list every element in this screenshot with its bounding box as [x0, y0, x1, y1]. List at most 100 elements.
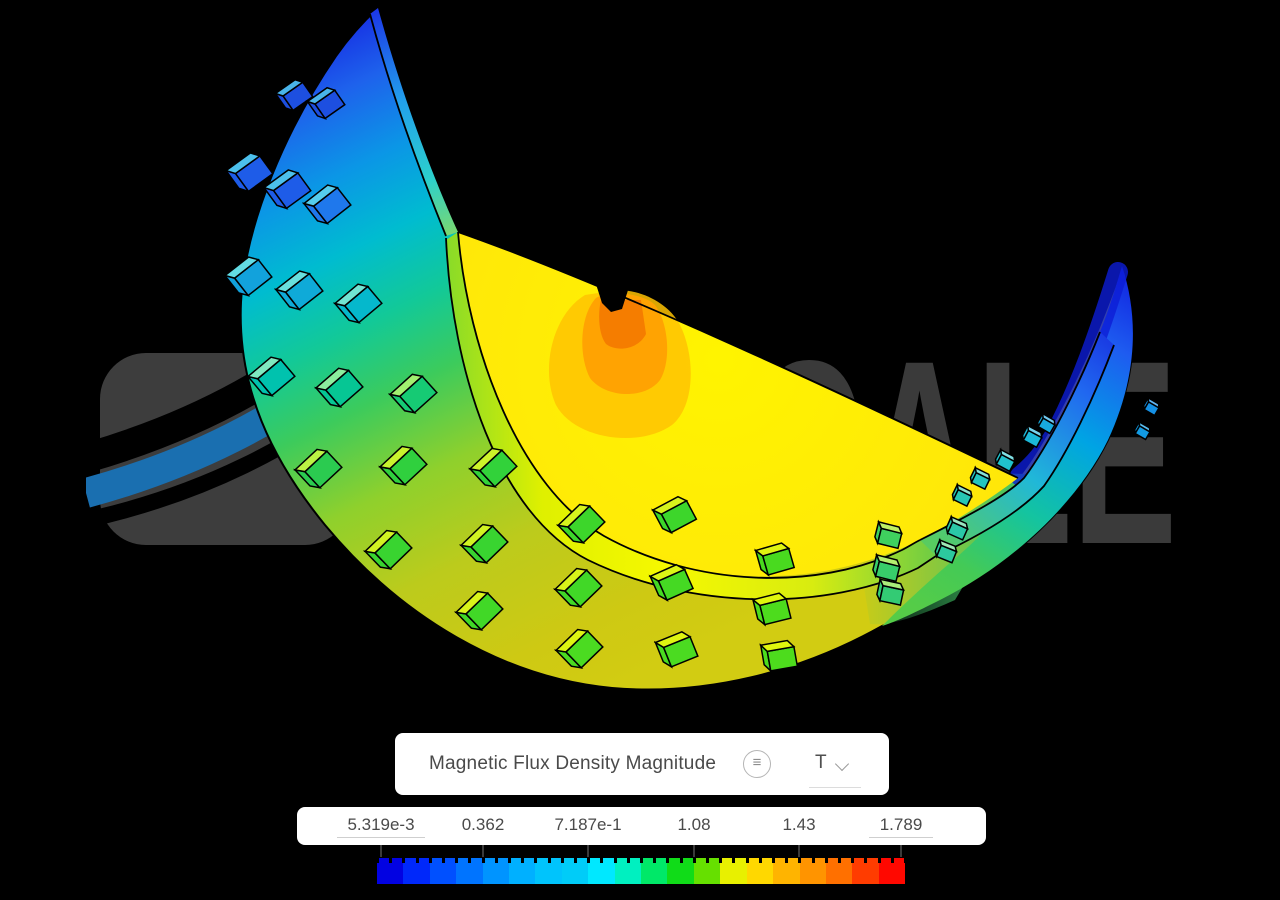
scale-limit-field[interactable]: 1.789	[879, 815, 923, 834]
scale-limit-field[interactable]: 5.319e-3	[347, 815, 415, 834]
scale-limit-underline	[869, 837, 933, 838]
magnet-block	[655, 630, 697, 669]
magnet-block	[876, 579, 905, 605]
colorbar-notch	[785, 857, 789, 863]
magnet-block	[1021, 426, 1044, 448]
right-arm-edge-band	[920, 332, 1114, 556]
colorbar-notch	[653, 857, 657, 863]
scale-tick-label: 0.362	[461, 815, 505, 834]
magnet-block	[226, 149, 273, 194]
magnet-block	[470, 444, 517, 490]
colorbar-notch	[626, 857, 630, 863]
unit-dropdown[interactable]: T	[803, 733, 869, 795]
colorbar-notch	[600, 857, 604, 863]
magnet-block	[225, 253, 272, 299]
magnet-block	[951, 485, 974, 506]
scale-limit-underline	[337, 837, 425, 838]
colorbar-notch	[692, 857, 696, 863]
colorbar-notch	[455, 857, 459, 863]
colorbar-notch	[547, 857, 551, 863]
magnet-block	[761, 640, 798, 672]
magnet-block	[753, 592, 791, 626]
magnet-block	[994, 450, 1017, 472]
magnet-block	[275, 77, 312, 113]
colorbar-notch	[890, 857, 894, 863]
feature-lines	[369, 13, 1115, 601]
colorbar-notch	[534, 857, 538, 863]
magnet-block	[456, 587, 503, 634]
magnet-block	[1142, 398, 1160, 416]
colorbar-notch	[613, 857, 617, 863]
colorbar-notch	[798, 857, 802, 863]
model	[225, 6, 1161, 691]
tick-mark	[900, 845, 902, 857]
magnet-block	[872, 555, 902, 581]
colorbar-notch	[521, 857, 525, 863]
magnet-block	[276, 267, 323, 313]
colorbar-notch	[824, 857, 828, 863]
hotspot	[548, 290, 691, 439]
magnet-block	[316, 364, 363, 410]
magnet-block	[653, 494, 697, 535]
magnet-block	[335, 280, 382, 326]
magnet-block	[307, 85, 344, 121]
magnet-block	[380, 442, 427, 488]
colorbar-notch	[719, 857, 723, 863]
colorbar-notch	[494, 857, 498, 863]
tick-mark	[693, 845, 695, 857]
magnet-block	[650, 562, 693, 602]
colorbar-notch	[811, 857, 815, 863]
magnet-block	[248, 353, 295, 399]
colorbar-notch	[415, 857, 419, 863]
magnet-block	[934, 540, 959, 563]
colorbar-notch	[574, 857, 577, 863]
colorbar-notch	[560, 857, 564, 863]
colorbar-notch	[666, 857, 670, 863]
colorbar-notch	[732, 857, 736, 863]
legend-options-button[interactable]: ≡	[743, 750, 771, 778]
colorbar-notch	[508, 857, 511, 863]
colorbar-notch	[481, 857, 485, 863]
colorbar-notch	[402, 857, 406, 863]
colorbar-notch	[745, 857, 749, 863]
colorbar-notch	[877, 857, 881, 863]
legend-title-panel: Magnetic Flux Density Magnitude ≡ T	[395, 733, 889, 795]
magnet-blocks	[225, 77, 1161, 672]
magnet-block	[461, 520, 508, 567]
unit-underline	[809, 787, 861, 788]
colorbar-notch	[904, 857, 907, 863]
magnet-block	[969, 468, 992, 489]
colorbar-notch	[864, 857, 868, 863]
tick-mark	[482, 845, 484, 857]
notch	[595, 279, 629, 312]
colorbar-notch	[376, 857, 379, 863]
colorbar-scale-panel: 5.319e-3 0.362 7.187e-1 1.08 1.43 1.789	[297, 807, 986, 845]
left-arm-edge-band	[370, 8, 458, 236]
magnet-block	[304, 181, 351, 227]
tick-mark	[587, 845, 589, 857]
scale-tick-label: 1.08	[677, 815, 711, 834]
colorbar-notch	[640, 857, 643, 863]
colorbar-notch	[428, 857, 432, 863]
magnet-block	[1133, 422, 1151, 440]
scale-tick-label: 1.43	[782, 815, 816, 834]
colorbar-notch	[389, 857, 393, 863]
tick-mark	[380, 845, 382, 857]
magnet-block	[874, 522, 904, 548]
magnet-block	[365, 526, 412, 573]
colorbar-notch	[587, 857, 591, 863]
colorbar-notch	[838, 857, 841, 863]
scale-tick-label: 7.187e-1	[554, 815, 622, 834]
legend-field-label: Magnetic Flux Density Magnitude	[429, 753, 717, 774]
tick-mark	[798, 845, 800, 857]
magnet-block	[555, 564, 602, 611]
colorbar	[376, 857, 907, 884]
colorbar-notch	[679, 857, 683, 863]
magnet-block	[756, 542, 795, 577]
colorbar-notch	[772, 857, 775, 863]
colorbar-notch	[442, 857, 445, 863]
colorbar-notch	[706, 857, 709, 863]
chevron-down-icon	[834, 756, 850, 772]
